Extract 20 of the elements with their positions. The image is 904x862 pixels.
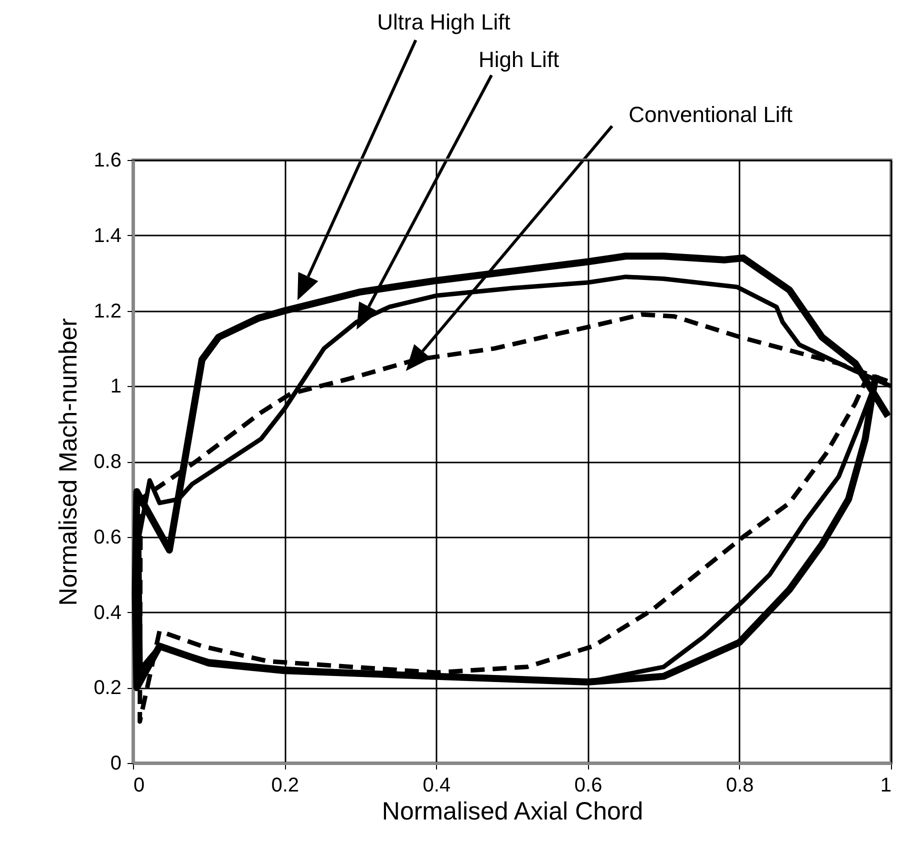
x-tick-label: 1 [880, 774, 892, 796]
y-tick-label: 0.8 [94, 451, 122, 473]
text: Conventional Lift [628, 102, 793, 127]
y-tick-label: 0.2 [94, 677, 122, 700]
x-tick-label: 0.4 [422, 774, 451, 796]
x-tick-label: 0.2 [271, 774, 300, 796]
text: Ultra High Lift [377, 9, 510, 34]
y-tick-label: 0.4 [94, 602, 122, 624]
y-tick-label: 1.4 [94, 224, 122, 247]
text: High Lift [478, 47, 560, 72]
y-tick-label: 0.6 [94, 526, 122, 548]
y-tick-label: 1.6 [94, 150, 122, 172]
x-tick-label: 0.6 [574, 774, 602, 796]
x-axis-title: Normalised Axial Chord [382, 798, 644, 826]
y-tick-label: 1.2 [94, 300, 122, 322]
y-tick-label: 0 [110, 752, 122, 774]
x-tick-label: 0.8 [726, 774, 754, 796]
y-axis-title: Normalised Mach-number [54, 318, 83, 606]
y-tick-label: 1 [110, 376, 122, 398]
x-tick-label: 0 [134, 774, 145, 796]
